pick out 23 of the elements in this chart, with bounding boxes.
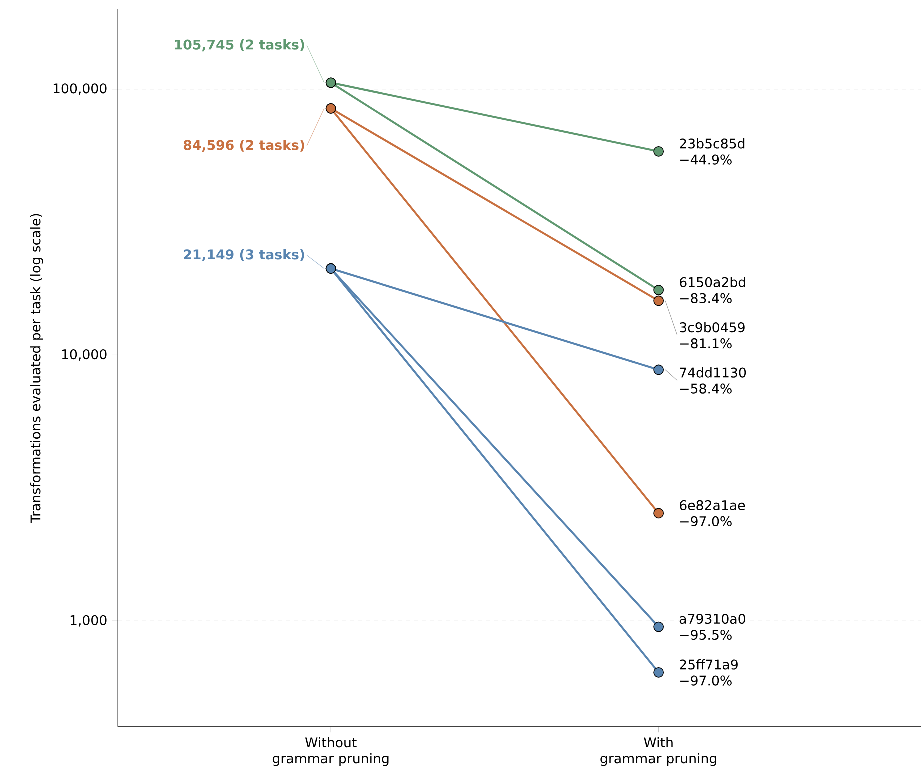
annotation: −58.4% <box>680 384 732 394</box>
annotation: −81.1% <box>680 338 732 349</box>
series-label: a79310a0 <box>680 614 746 624</box>
series-label: 6e82a1ae <box>680 500 746 511</box>
series-label: 6150a2bd <box>680 277 746 288</box>
annotation: −97.0% <box>680 516 732 527</box>
annotation: −44.9% <box>680 154 732 165</box>
annotation: −95.5% <box>680 630 732 640</box>
series-label: 23b5c85d <box>680 138 745 149</box>
x-tick-label: Without grammar pruning <box>272 737 389 766</box>
annotation: −83.4% <box>680 293 732 304</box>
x-tick-label: With grammar pruning <box>600 737 716 766</box>
annotation: 21,149 (3 tasks) <box>184 249 304 262</box>
annotation: −97.0% <box>680 676 732 686</box>
series-label: 3c9b0459 <box>680 322 745 333</box>
annotation: 84,596 (2 tasks) <box>184 140 304 152</box>
series-label: 25ff71a9 <box>680 660 738 670</box>
y-tick-label: 10,000 <box>62 350 107 361</box>
annotation: 105,745 (2 tasks) <box>175 40 304 52</box>
series-label: 74dd1130 <box>680 368 746 378</box>
y-axis-title: Transformations evaluated per task (log scale) <box>30 214 44 524</box>
y-tick-label: 100,000 <box>54 84 107 96</box>
y-tick-label: 1,000 <box>70 615 107 627</box>
